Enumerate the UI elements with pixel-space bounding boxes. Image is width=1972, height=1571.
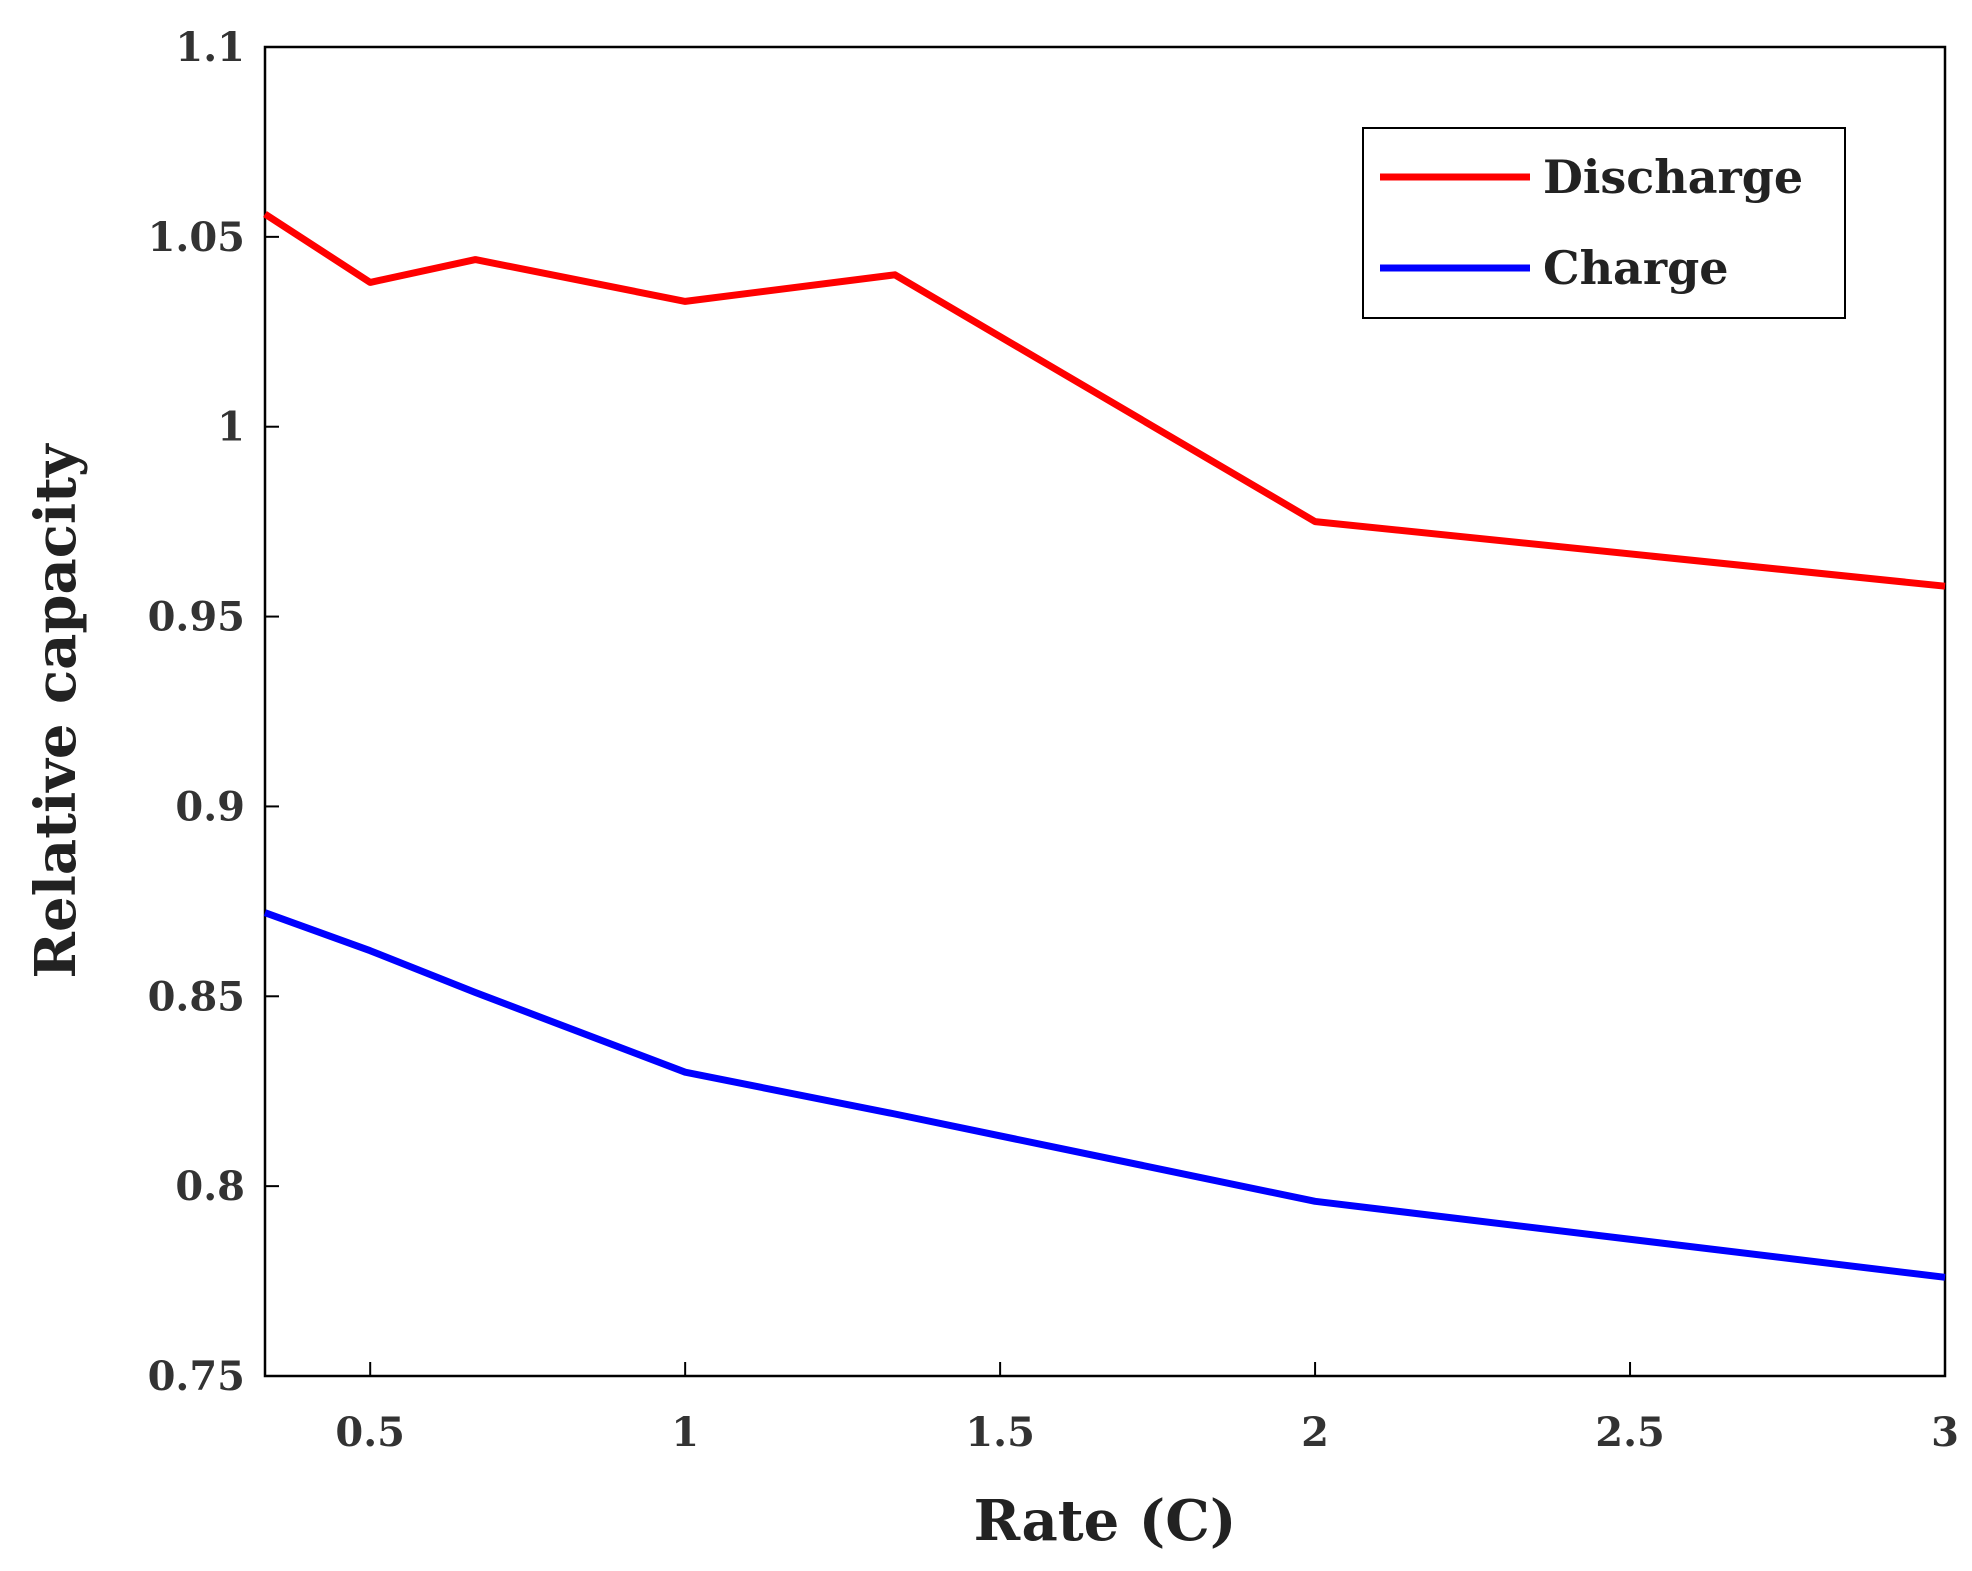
- plot-area: [263, 45, 1947, 1378]
- legend-label-discharge: Discharge: [1543, 150, 1803, 204]
- y-axis-title: Relative capacity: [23, 443, 89, 979]
- series-line-discharge: [263, 211, 1946, 590]
- legend-box: [1362, 127, 1846, 319]
- series-layer: [263, 211, 1946, 1281]
- y-tick-label: 0.95: [148, 594, 245, 641]
- x-axis: 0.5 1 1.5 2 2.5 3: [335, 1362, 1959, 1456]
- y-tick-label: 0.9: [175, 783, 245, 830]
- y-axis: 0.75 0.8 0.85 0.9 0.95 1 1.05 1.1: [148, 24, 279, 1400]
- y-tick-label: 1.05: [148, 214, 245, 261]
- y-tick-label: 0.75: [148, 1353, 245, 1400]
- plot-frame: [263, 45, 1947, 1378]
- y-tick-label: 0.85: [148, 973, 245, 1020]
- x-tick-label: 3: [1931, 1409, 1959, 1456]
- legend-label-charge: Charge: [1543, 241, 1729, 295]
- x-tick-label: 2: [1301, 1409, 1329, 1456]
- x-tick-label: 1: [671, 1409, 699, 1456]
- x-tick-label: 0.5: [335, 1409, 405, 1456]
- x-tick-label: 2.5: [1595, 1409, 1665, 1456]
- y-tick-label: 1.1: [175, 24, 245, 71]
- series-line-charge: [263, 909, 1946, 1281]
- legend: Discharge Charge: [1362, 127, 1846, 319]
- x-axis-title: Rate (C): [974, 1488, 1237, 1554]
- x-tick-label: 1.5: [965, 1409, 1035, 1456]
- y-tick-label: 0.8: [175, 1163, 245, 1210]
- y-tick-label: 1: [217, 404, 245, 451]
